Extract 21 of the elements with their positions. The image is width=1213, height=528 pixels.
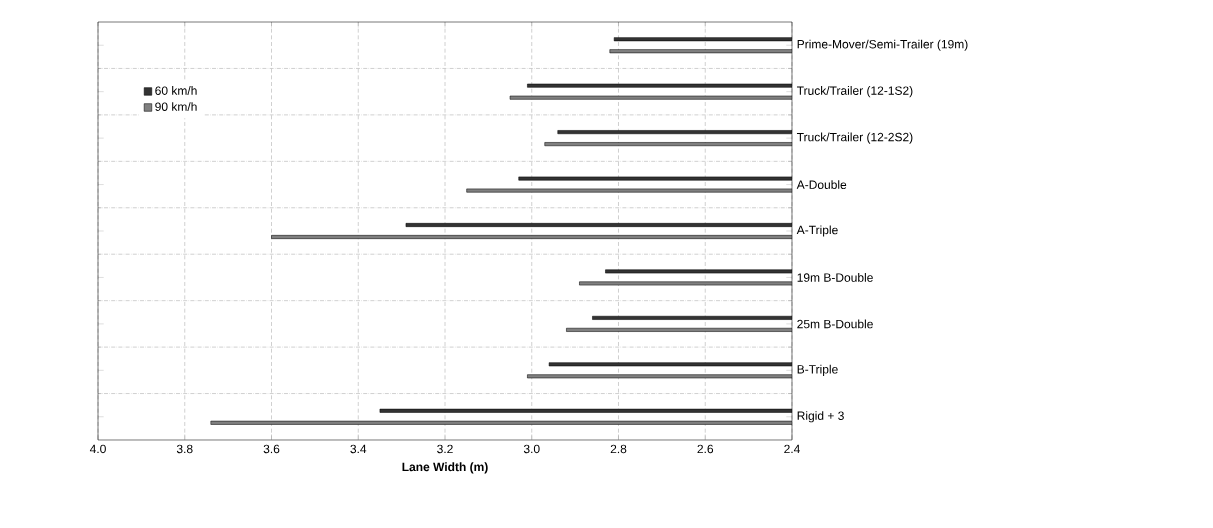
y-tick-label: Truck/Trailer (12-1S2) xyxy=(796,86,913,98)
x-tick-label: 3.2 xyxy=(437,444,453,454)
y-tick-label: 25m B-Double xyxy=(797,319,873,329)
x-axis-title: Lane Width (m) xyxy=(402,462,488,474)
y-tick-label: A-Triple xyxy=(796,225,838,237)
legend-label: 90 km/h xyxy=(155,102,197,111)
y-tick-label: Prime-Mover/Semi-Trailer (19m) xyxy=(797,39,968,51)
x-tick-label: 2.6 xyxy=(697,444,714,454)
legend-label: 60 km/h xyxy=(155,86,197,95)
y-tick-label: 19m B-Double xyxy=(797,273,873,282)
x-tick-label: 4.0 xyxy=(89,444,106,454)
x-tick-label: 3.6 xyxy=(263,444,280,454)
y-tick-label: Truck/Trailer (12-2S2) xyxy=(796,132,913,144)
x-tick-label: 2.4 xyxy=(784,444,800,454)
x-tick-label: 3.8 xyxy=(176,444,193,454)
x-tick-label: 3.4 xyxy=(350,444,367,454)
y-tick-label: A-Double xyxy=(796,180,847,189)
y-tick-label: Rigid + 3 xyxy=(797,411,844,423)
y-tick-label: B-Triple xyxy=(797,364,838,376)
x-tick-label: 3.0 xyxy=(523,444,540,454)
x-tick-label: 2.8 xyxy=(610,444,627,454)
